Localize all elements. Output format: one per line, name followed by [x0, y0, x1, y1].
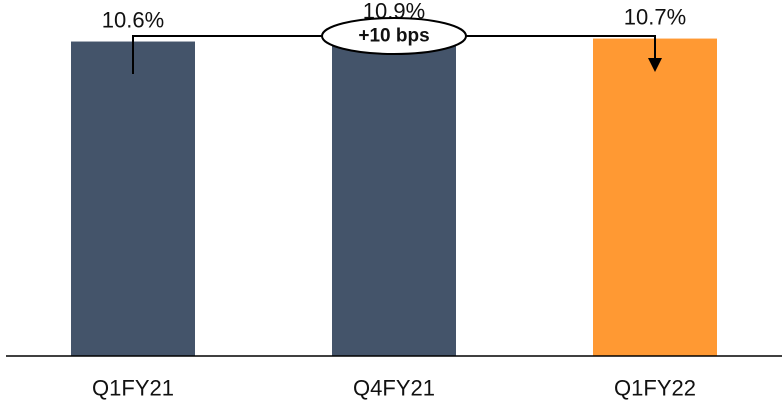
x-tick-label-q1fy21: Q1FY21 [92, 376, 174, 401]
bars-layer [71, 32, 717, 357]
annotation-arrowhead-icon [648, 58, 662, 72]
x-tick-labels-layer: Q1FY21 Q4FY21 Q1FY22 [92, 376, 696, 401]
bar-q1fy22 [593, 38, 717, 357]
x-tick-label-q1fy22: Q1FY22 [614, 376, 696, 401]
annotation-label: +10 bps [358, 26, 429, 47]
data-label-q1fy21: 10.6% [102, 8, 164, 33]
annotation-bubble [321, 17, 467, 55]
bar-q4fy21 [332, 32, 456, 357]
data-label-q1fy22: 10.7% [624, 5, 686, 30]
change-annotation: +10 bps [132, 17, 662, 74]
x-tick-label-q4fy21: Q4FY21 [353, 376, 435, 401]
bar-q1fy21 [71, 41, 195, 357]
